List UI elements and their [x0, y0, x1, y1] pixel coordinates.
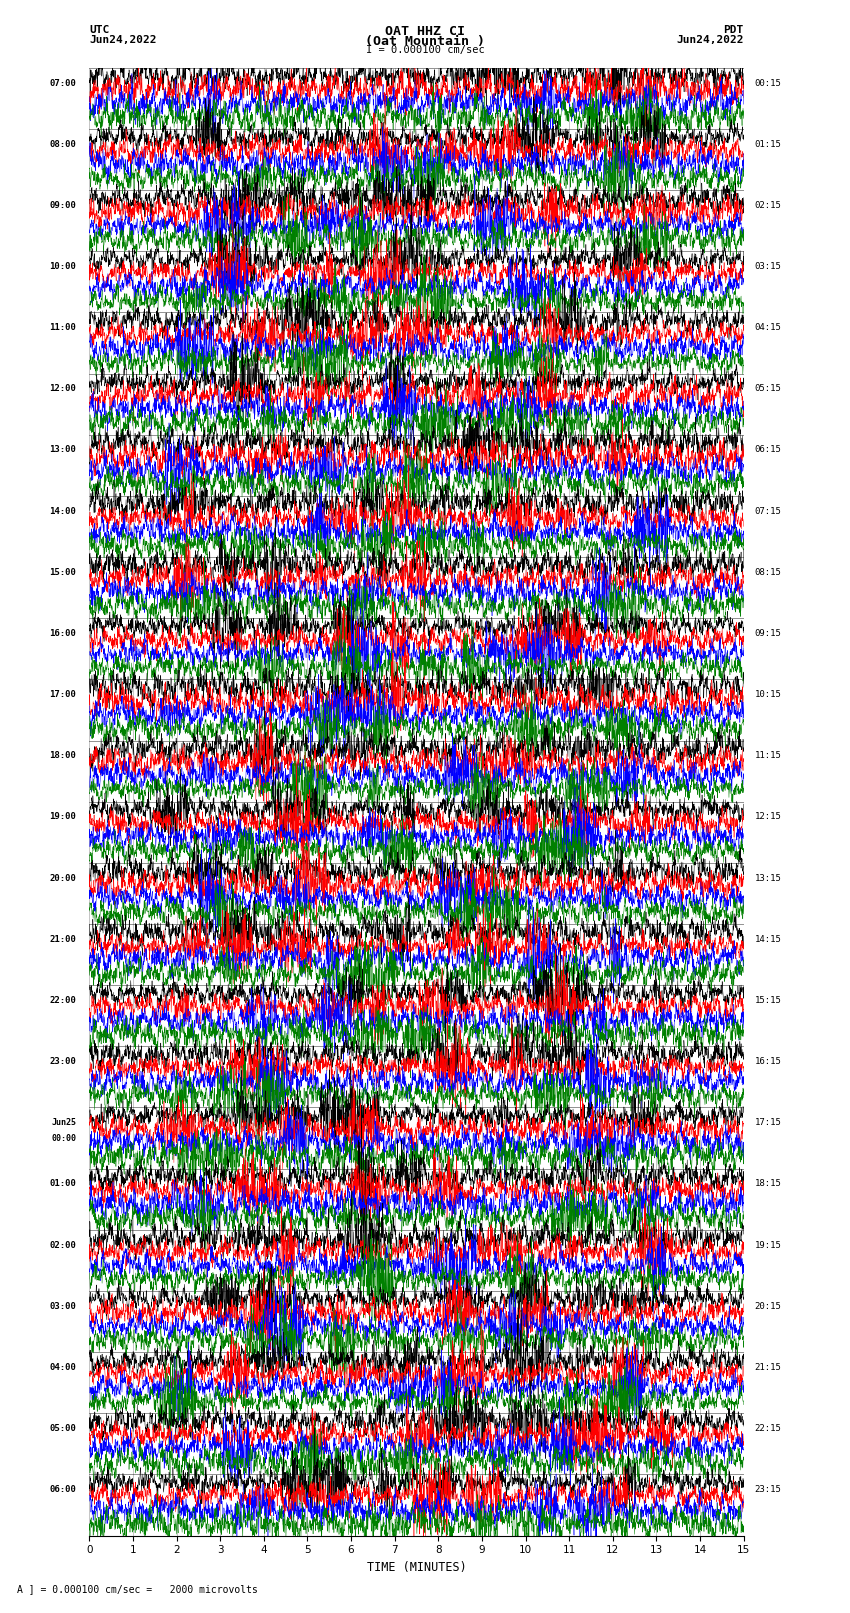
- Text: 20:15: 20:15: [755, 1302, 781, 1311]
- Text: 05:00: 05:00: [49, 1424, 76, 1432]
- Text: 23:00: 23:00: [49, 1057, 76, 1066]
- Text: 15:00: 15:00: [49, 568, 76, 577]
- Text: 22:00: 22:00: [49, 995, 76, 1005]
- Text: 02:00: 02:00: [49, 1240, 76, 1250]
- Text: 23:15: 23:15: [755, 1486, 781, 1494]
- Text: Jun25: Jun25: [51, 1118, 76, 1127]
- Text: A ] = 0.000100 cm/sec =   2000 microvolts: A ] = 0.000100 cm/sec = 2000 microvolts: [17, 1584, 258, 1594]
- Text: 11:15: 11:15: [755, 752, 781, 760]
- Text: 08:15: 08:15: [755, 568, 781, 577]
- Text: 13:15: 13:15: [755, 874, 781, 882]
- Text: 21:15: 21:15: [755, 1363, 781, 1373]
- Text: 17:15: 17:15: [755, 1118, 781, 1127]
- Text: 01:00: 01:00: [49, 1179, 76, 1189]
- Text: 13:00: 13:00: [49, 445, 76, 455]
- Text: 18:00: 18:00: [49, 752, 76, 760]
- Text: 20:00: 20:00: [49, 874, 76, 882]
- Text: 12:15: 12:15: [755, 813, 781, 821]
- Text: 06:00: 06:00: [49, 1486, 76, 1494]
- Text: 17:00: 17:00: [49, 690, 76, 698]
- Text: 03:15: 03:15: [755, 261, 781, 271]
- Text: 03:00: 03:00: [49, 1302, 76, 1311]
- X-axis label: TIME (MINUTES): TIME (MINUTES): [366, 1561, 467, 1574]
- Text: 12:00: 12:00: [49, 384, 76, 394]
- Text: 00:00: 00:00: [51, 1134, 76, 1142]
- Text: 09:00: 09:00: [49, 202, 76, 210]
- Text: OAT HHZ CI: OAT HHZ CI: [385, 24, 465, 39]
- Text: 14:15: 14:15: [755, 936, 781, 944]
- Text: 18:15: 18:15: [755, 1179, 781, 1189]
- Text: 22:15: 22:15: [755, 1424, 781, 1432]
- Text: UTC: UTC: [89, 24, 110, 35]
- Text: 16:00: 16:00: [49, 629, 76, 639]
- Text: 05:15: 05:15: [755, 384, 781, 394]
- Text: 00:15: 00:15: [755, 79, 781, 87]
- Text: 11:00: 11:00: [49, 323, 76, 332]
- Text: 06:15: 06:15: [755, 445, 781, 455]
- Text: PDT: PDT: [723, 24, 744, 35]
- Text: 04:00: 04:00: [49, 1363, 76, 1373]
- Text: 01:15: 01:15: [755, 140, 781, 148]
- Text: 04:15: 04:15: [755, 323, 781, 332]
- Text: 02:15: 02:15: [755, 202, 781, 210]
- Text: 15:15: 15:15: [755, 995, 781, 1005]
- Text: 16:15: 16:15: [755, 1057, 781, 1066]
- Text: 07:15: 07:15: [755, 506, 781, 516]
- Text: 21:00: 21:00: [49, 936, 76, 944]
- Text: 09:15: 09:15: [755, 629, 781, 639]
- Text: 19:15: 19:15: [755, 1240, 781, 1250]
- Text: (Oat Mountain ): (Oat Mountain ): [365, 35, 485, 48]
- Text: 19:00: 19:00: [49, 813, 76, 821]
- Text: 10:15: 10:15: [755, 690, 781, 698]
- Text: I = 0.000100 cm/sec: I = 0.000100 cm/sec: [366, 45, 484, 55]
- Text: 07:00: 07:00: [49, 79, 76, 87]
- Text: 10:00: 10:00: [49, 261, 76, 271]
- Text: Jun24,2022: Jun24,2022: [89, 35, 156, 45]
- Text: 14:00: 14:00: [49, 506, 76, 516]
- Text: Jun24,2022: Jun24,2022: [677, 35, 744, 45]
- Text: 08:00: 08:00: [49, 140, 76, 148]
